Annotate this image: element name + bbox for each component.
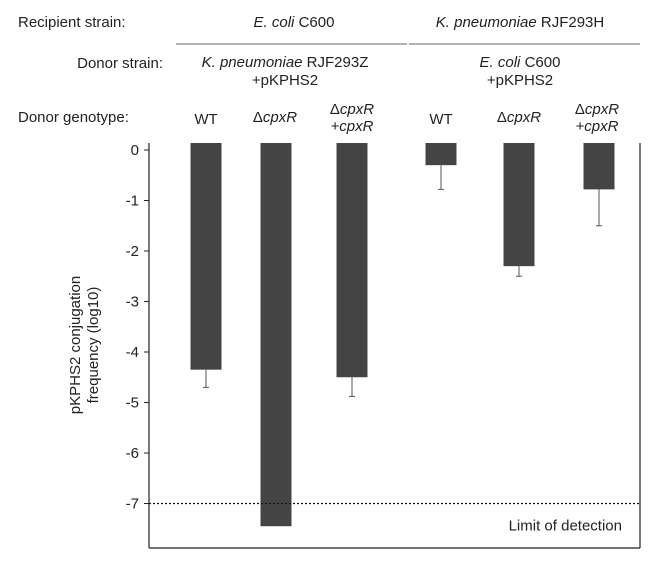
bar bbox=[425, 143, 457, 166]
y-tick-label: -7 bbox=[126, 496, 139, 513]
donor-strain-group2: E. coli C600 bbox=[480, 54, 561, 71]
y-tick-label: -6 bbox=[126, 445, 139, 462]
donor-strain-group1: K. pneumoniae RJF293Z bbox=[202, 54, 369, 71]
recipient-strain-group1: E. coli C600 bbox=[254, 14, 335, 31]
donor-plasmid-group1: +pKPHS2 bbox=[252, 72, 318, 89]
y-tick-label: -2 bbox=[126, 243, 139, 260]
bar bbox=[583, 143, 615, 190]
axes-group: 0 -1 -2 -3 -4 -5 -6 -7 bbox=[126, 142, 641, 549]
genotype-label-dcpxr-2: ΔcpxR bbox=[497, 109, 541, 126]
donor-strain-label: Donor strain: bbox=[77, 55, 163, 72]
genotype-label-dcpxr-1: ΔcpxR bbox=[253, 109, 297, 126]
genotype-label-dcpxr-comp-2-bottom: +cpxR bbox=[576, 118, 619, 135]
genotype-label-wt-2: WT bbox=[429, 111, 452, 128]
y-tick-label: -4 bbox=[126, 344, 139, 361]
error-bars-group bbox=[203, 165, 602, 397]
genotype-label-dcpxr-comp-2-top: ΔcpxR bbox=[575, 101, 619, 118]
limit-of-detection-group: Limit of detection bbox=[149, 502, 640, 535]
bar bbox=[503, 143, 535, 267]
recipient-strain-group2: K. pneumoniae RJF293H bbox=[436, 14, 604, 31]
y-tick-label: -5 bbox=[126, 395, 139, 412]
recipient-strain-label: Recipient strain: bbox=[18, 14, 126, 31]
donor-genotype-label: Donor genotype: bbox=[18, 109, 129, 126]
bar bbox=[336, 143, 368, 378]
genotype-label-dcpxr-comp-1-top: ΔcpxR bbox=[330, 101, 374, 118]
y-axis-title-line1: pKPHS2 conjugation bbox=[67, 276, 84, 414]
genotype-label-wt-1: WT bbox=[194, 111, 217, 128]
y-axis-title-line2: frequency (log10) bbox=[85, 287, 102, 404]
bars-group bbox=[190, 143, 615, 527]
limit-of-detection-label: Limit of detection bbox=[509, 518, 622, 535]
y-tick-label: -1 bbox=[126, 193, 139, 210]
bar bbox=[190, 143, 222, 370]
bar bbox=[260, 143, 292, 527]
genotype-label-dcpxr-comp-1-bottom: +cpxR bbox=[331, 118, 374, 135]
y-tick-label: 0 bbox=[131, 142, 139, 159]
donor-plasmid-group2: +pKPHS2 bbox=[487, 72, 553, 89]
y-tick-label: -3 bbox=[126, 294, 139, 311]
